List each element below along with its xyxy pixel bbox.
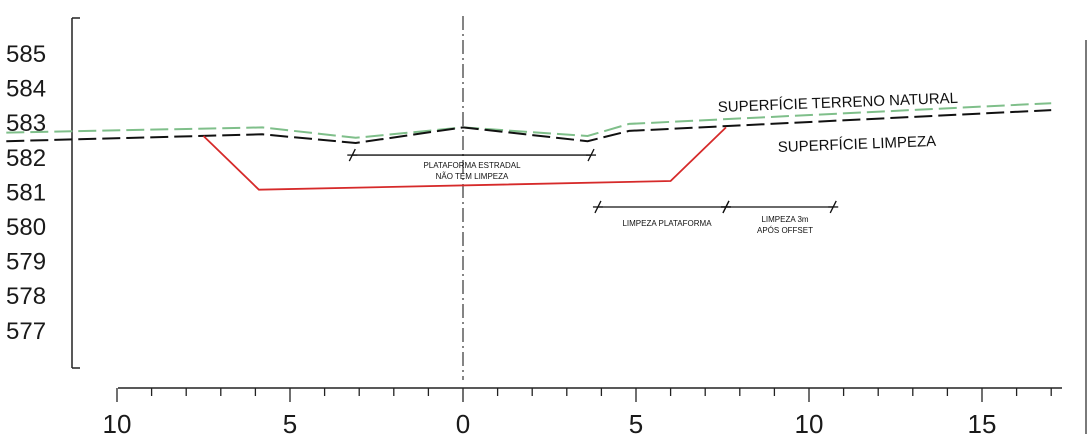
y-tick-label: 581	[6, 179, 46, 206]
label-superficie-terreno: SUPERFÍCIE TERRENO NATURAL	[718, 90, 959, 116]
label-plataforma-1: PLATAFORMA ESTRADAL	[423, 161, 521, 170]
y-tick-label: 585	[6, 41, 46, 68]
x-tick-label: 5	[629, 409, 643, 434]
label-limpeza-3m-1: LIMPEZA 3m	[761, 215, 808, 224]
label-plataforma-2: NÃO TEM LIMPEZA	[436, 172, 509, 181]
x-tick-label: 10	[795, 409, 824, 434]
y-tick-label: 579	[6, 249, 46, 276]
y-axis	[71, 17, 80, 369]
x-ticks: 10 5 0 5 10 15	[103, 388, 1052, 434]
series-limpeza	[6, 109, 1052, 145]
y-tick-label: 584	[6, 76, 46, 103]
label-limpeza-plataforma: LIMPEZA PLATAFORMA	[622, 219, 712, 228]
series-layer	[6, 102, 1052, 191]
y-tick-label: 577	[6, 318, 46, 345]
dimension-layer	[347, 148, 839, 214]
y-tick-label: 578	[6, 283, 46, 310]
y-tick-label: 582	[6, 145, 46, 172]
y-tick-label: 580	[6, 214, 46, 241]
x-tick-label: 10	[103, 409, 132, 434]
series-offset	[202, 126, 727, 191]
x-tick-label: 0	[456, 409, 470, 434]
x-tick-label: 15	[968, 409, 997, 434]
label-superficie-limpeza: SUPERFÍCIE LIMPEZA	[778, 133, 937, 156]
label-limpeza-3m-2: APÓS OFFSET	[757, 226, 813, 235]
x-tick-label: 5	[283, 409, 297, 434]
